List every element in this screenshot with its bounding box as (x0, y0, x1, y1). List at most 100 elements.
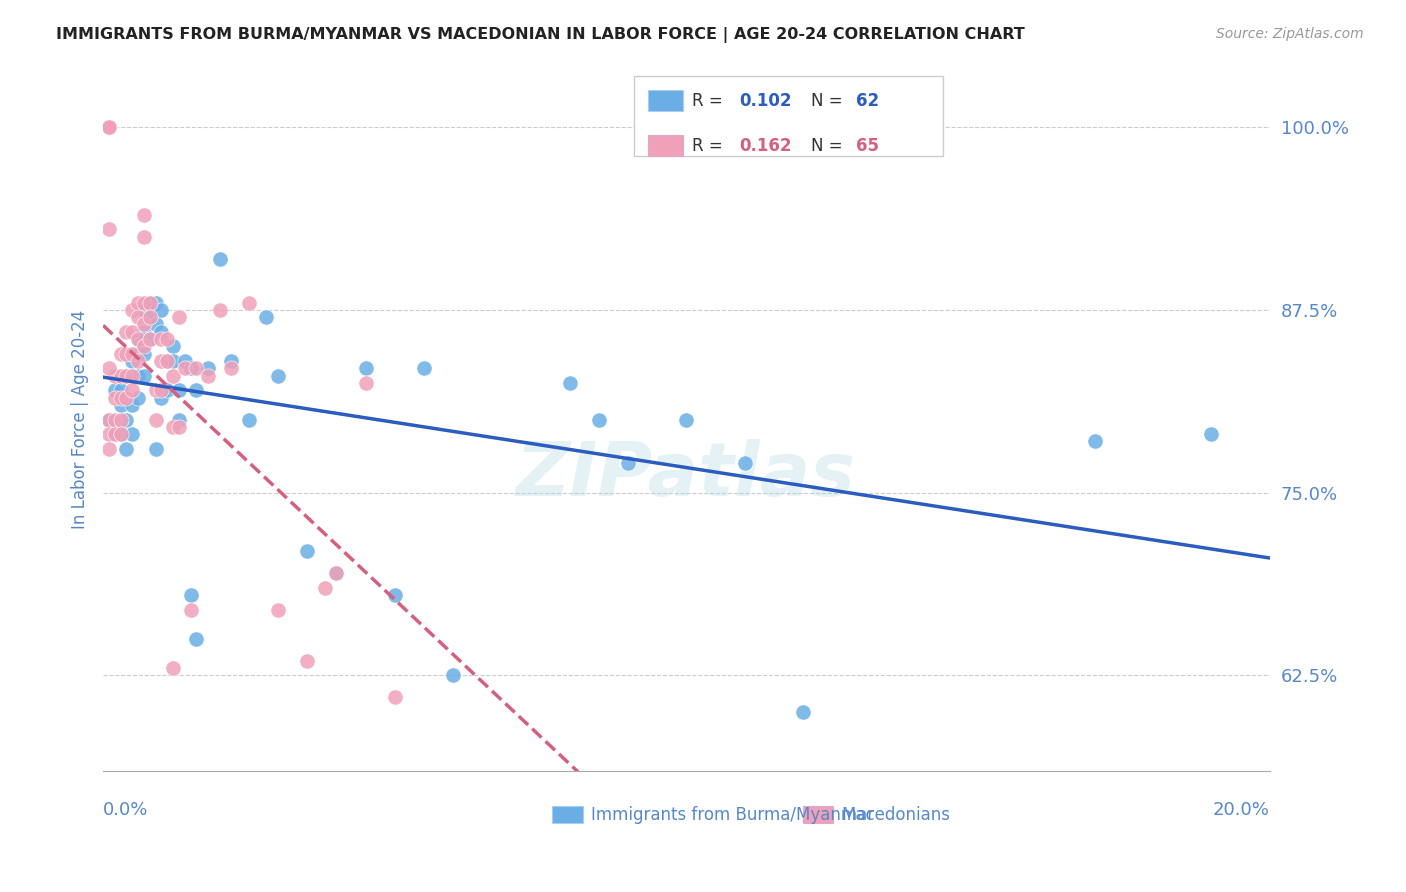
Point (110, 398, 132, 412)
Point (97, 120, 120, 134)
Point (139, 295, 162, 310)
Text: 0.102: 0.102 (740, 92, 792, 110)
Point (115, 347, 138, 361)
Point (132, 325, 155, 339)
Point (162, 339, 184, 353)
Point (97, 412, 120, 426)
FancyBboxPatch shape (648, 90, 683, 112)
Point (97, 120, 120, 134)
Text: 65: 65 (856, 136, 879, 154)
Point (121, 368, 143, 383)
Point (127, 391, 149, 405)
Point (132, 208, 155, 222)
Point (173, 361, 195, 376)
Point (132, 318, 155, 332)
Point (150, 325, 173, 339)
Point (97, 120, 120, 134)
Point (110, 391, 132, 405)
Point (617, 457, 640, 471)
Text: 62: 62 (856, 92, 879, 110)
Point (167, 420, 190, 434)
Point (115, 325, 138, 339)
Point (208, 252, 231, 266)
Point (121, 427, 143, 442)
Point (675, 412, 697, 426)
Point (110, 427, 132, 442)
Point (145, 412, 167, 426)
Point (208, 302, 231, 317)
Point (121, 325, 143, 339)
Point (792, 705, 814, 719)
Point (256, 310, 278, 325)
Point (132, 368, 155, 383)
Point (162, 354, 184, 368)
Point (297, 654, 319, 668)
Point (150, 354, 173, 368)
Text: N =: N = (811, 136, 848, 154)
Point (145, 442, 167, 456)
Point (121, 384, 143, 398)
Point (267, 368, 290, 383)
Point (150, 302, 173, 317)
Point (127, 332, 149, 346)
Point (121, 398, 143, 412)
Point (180, 361, 202, 376)
Point (127, 354, 149, 368)
Point (132, 295, 155, 310)
Point (97, 222, 120, 236)
FancyBboxPatch shape (648, 136, 683, 156)
Point (132, 339, 155, 353)
Point (173, 354, 195, 368)
Text: Macedonians: Macedonians (842, 806, 950, 824)
Point (1084, 434, 1107, 449)
Point (167, 310, 190, 325)
Point (325, 566, 347, 580)
Text: R =: R = (692, 136, 728, 154)
Point (150, 332, 173, 346)
Point (132, 229, 155, 244)
Point (441, 668, 464, 682)
Point (104, 412, 127, 426)
Point (186, 384, 208, 398)
Point (97, 120, 120, 134)
FancyBboxPatch shape (803, 806, 834, 823)
Point (156, 332, 179, 346)
Text: N =: N = (811, 92, 848, 110)
Point (384, 588, 406, 602)
Point (121, 354, 143, 368)
Point (139, 295, 162, 310)
Point (162, 661, 184, 675)
Point (150, 384, 173, 398)
Point (734, 457, 756, 471)
Point (115, 442, 138, 456)
Point (115, 368, 138, 383)
Text: IMMIGRANTS FROM BURMA/MYANMAR VS MACEDONIAN IN LABOR FORCE | AGE 20-24 CORRELATI: IMMIGRANTS FROM BURMA/MYANMAR VS MACEDON… (56, 27, 1025, 43)
FancyBboxPatch shape (634, 76, 943, 156)
Point (145, 295, 167, 310)
FancyBboxPatch shape (553, 806, 582, 823)
Point (145, 384, 167, 398)
Point (238, 295, 260, 310)
Point (97, 120, 120, 134)
Point (186, 361, 208, 376)
Point (180, 602, 202, 616)
Point (1201, 427, 1223, 442)
Point (167, 384, 190, 398)
Point (97, 361, 120, 376)
Point (115, 412, 138, 426)
Point (221, 354, 243, 368)
Point (97, 778, 120, 792)
Point (139, 310, 162, 325)
Point (104, 391, 127, 405)
Point (115, 391, 138, 405)
Point (354, 376, 377, 390)
Point (110, 412, 132, 426)
Text: 20.0%: 20.0% (1213, 801, 1270, 819)
Point (156, 354, 179, 368)
Point (325, 566, 347, 580)
Point (186, 632, 208, 646)
Point (132, 347, 155, 361)
Point (221, 361, 243, 376)
Point (121, 302, 143, 317)
Point (104, 427, 127, 442)
